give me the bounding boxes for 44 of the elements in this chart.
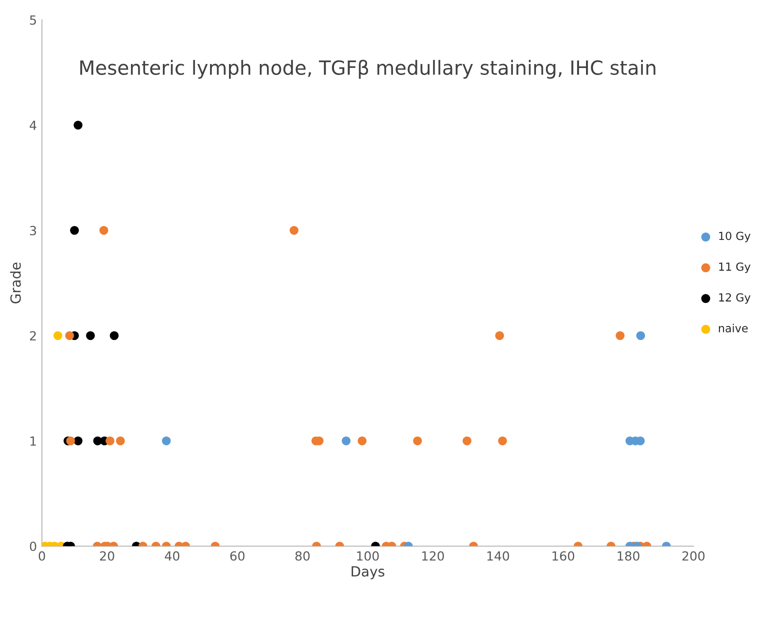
y-tick-label: 3	[30, 226, 36, 236]
x-tick-label: 60	[230, 551, 244, 561]
x-tick-label: 120	[422, 551, 444, 561]
x-tick-label: 140	[487, 551, 510, 561]
point	[636, 331, 646, 340]
x-tick-label: 100	[357, 551, 379, 561]
x-tick-label: 80	[295, 551, 310, 561]
point	[110, 331, 119, 340]
x-tick-label: 160	[552, 551, 574, 561]
legend-label: 10 Gy	[719, 232, 750, 242]
point	[106, 436, 114, 446]
x-axis-title: Days	[352, 566, 384, 580]
point	[616, 331, 625, 340]
x-tick-label: 180	[618, 551, 640, 561]
y-axis-title: Grade	[10, 262, 21, 304]
x-tick-label: 200	[682, 551, 705, 561]
y-tick-label: 4	[30, 120, 36, 130]
point	[462, 436, 472, 446]
legend-label: 11 Gy	[719, 262, 750, 273]
point	[162, 436, 171, 446]
point	[70, 226, 79, 235]
point	[65, 331, 74, 340]
point	[99, 226, 108, 235]
text: Mesenteric lymph node, TGFβ medullary staining, IHC stain	[80, 60, 656, 79]
point	[53, 331, 62, 340]
point	[86, 331, 95, 340]
x-tick-label: 40	[164, 551, 180, 561]
x-tick-label: 20	[100, 551, 114, 561]
y-tick-label: 5	[30, 16, 36, 25]
y-tick-label: 0	[30, 542, 36, 552]
x-tick-label: 0	[38, 551, 46, 561]
point	[413, 436, 422, 446]
point	[116, 436, 125, 446]
point	[66, 436, 75, 446]
legend-label: naive	[718, 324, 748, 332]
point	[358, 436, 367, 446]
point	[498, 436, 507, 446]
point	[290, 226, 298, 235]
legend-label: 12 Gy	[719, 293, 750, 304]
point	[342, 436, 351, 446]
point	[74, 436, 82, 446]
y-tick-label: 2	[30, 331, 36, 340]
y-tick-label: 1	[30, 436, 36, 446]
point	[495, 331, 504, 340]
